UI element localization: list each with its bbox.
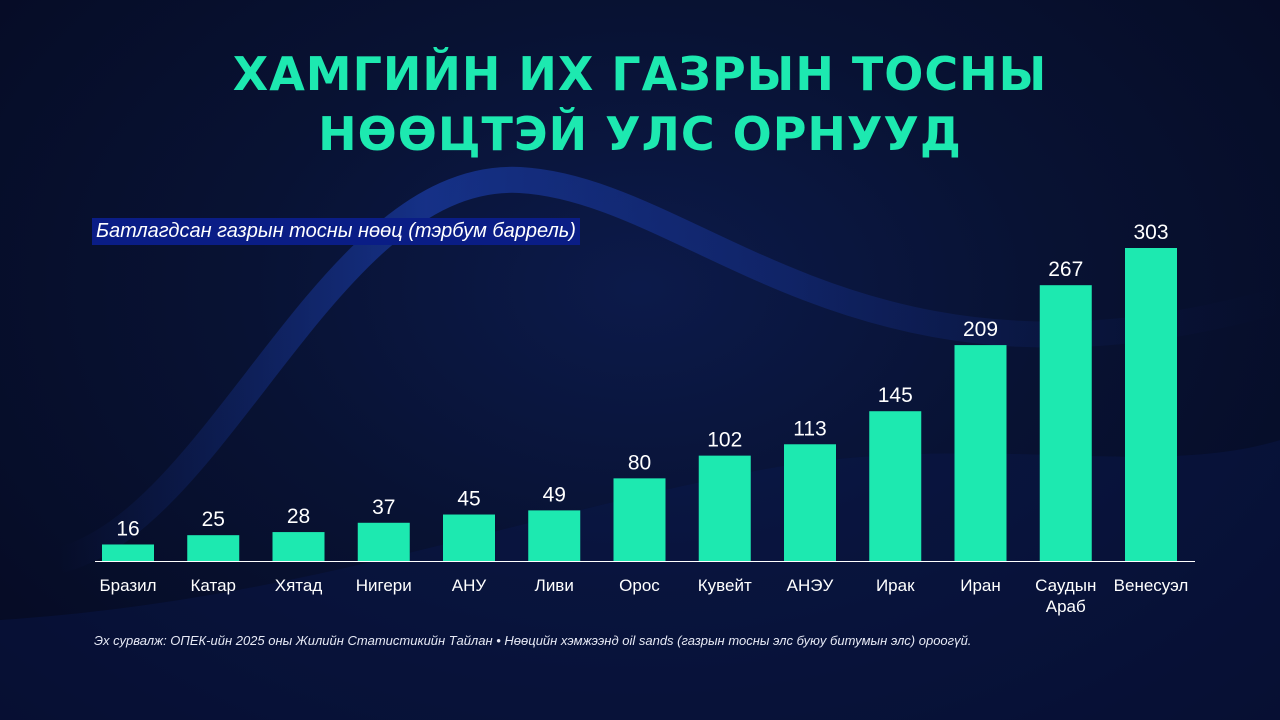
x-tick-label: Нигери [356, 576, 412, 595]
bar [357, 522, 410, 561]
data-label: 25 [202, 508, 225, 531]
bar [272, 532, 325, 561]
x-tick-label: Венесуэл [1114, 576, 1189, 595]
x-tick-label: Араб [1046, 597, 1086, 616]
chart-title: ХАМГИЙН ИХ ГАЗРЫН ТОСНЫ НӨӨЦТЭЙ УЛС ОРНУ… [0, 44, 1280, 164]
data-label: 49 [543, 483, 566, 506]
data-label: 16 [116, 517, 139, 540]
bar [869, 411, 922, 561]
bar [1125, 248, 1177, 561]
bar [613, 478, 666, 561]
data-label: 267 [1048, 258, 1083, 281]
data-label: 80 [628, 451, 651, 474]
bar [102, 544, 154, 561]
x-tick-label: Катар [191, 576, 237, 595]
x-tick-label: Кувейт [698, 576, 752, 595]
x-tick-label: Иран [960, 576, 1001, 595]
x-tick-label: Бразил [99, 576, 156, 595]
chart-title-line-2: НӨӨЦТЭЙ УЛС ОРНУУД [318, 107, 962, 161]
bar [784, 444, 836, 561]
chart-title-line-1: ХАМГИЙН ИХ ГАЗРЫН ТОСНЫ [232, 47, 1048, 101]
source-note: Эх сурвалж: ОПЕК-ийн 2025 оны Жилийн Ста… [94, 633, 972, 648]
bar [1039, 285, 1092, 561]
bar [528, 510, 581, 561]
x-tick-label: Ливи [535, 576, 574, 595]
bar [187, 535, 240, 561]
data-label: 145 [878, 384, 913, 407]
data-label: 113 [793, 417, 826, 440]
x-tick-label: Орос [619, 576, 660, 595]
data-label: 102 [707, 429, 742, 452]
data-label: 45 [457, 488, 480, 511]
x-tick-label: АНЭУ [787, 576, 834, 595]
x-tick-label: Хятад [275, 576, 323, 595]
x-tick-label: АНУ [452, 576, 487, 595]
data-label: 303 [1133, 221, 1168, 244]
data-label: 37 [372, 496, 395, 519]
bar [443, 514, 495, 561]
x-tick-label: Саудын [1035, 576, 1096, 595]
bar [698, 455, 751, 561]
bar [954, 345, 1007, 561]
data-label: 28 [287, 505, 310, 528]
x-tick-label: Ирак [876, 576, 915, 595]
y-axis-label: Батлагдсан газрын тосны нөөц (тэрбум бар… [92, 218, 580, 245]
data-label: 209 [963, 318, 998, 341]
